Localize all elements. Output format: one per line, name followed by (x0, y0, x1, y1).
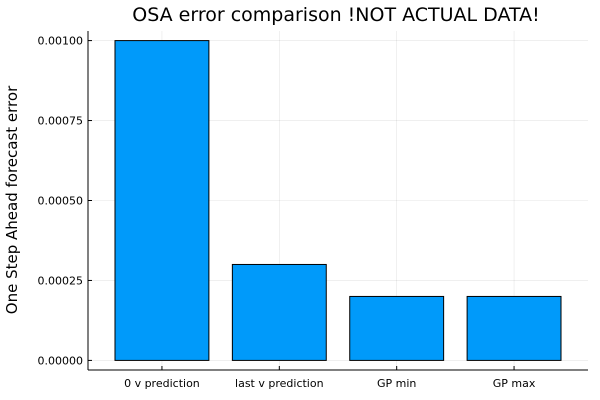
y-tick-label: 0.00075 (38, 115, 84, 128)
y-tick-label: 0.00050 (38, 195, 84, 208)
y-axis-label: One Step Ahead forecast error (3, 85, 21, 314)
y-tick-label: 0.00000 (38, 354, 84, 367)
y-tick-label: 0.00025 (38, 274, 84, 287)
x-tick-label: last v prediction (235, 377, 324, 390)
x-tick-labels: 0 v prediction last v prediction GP min GP … (124, 377, 536, 390)
chart-title: OSA error comparison !NOT ACTUAL DATA! (132, 4, 539, 26)
axes (87, 31, 588, 371)
bars (114, 40, 562, 361)
x-tick-label: GP min (377, 377, 416, 390)
x-tick-label: GP max (493, 377, 536, 390)
y-tick-label: 0.00100 (38, 35, 84, 48)
bar-0-v-prediction (114, 40, 210, 361)
bar-gp-min (349, 295, 445, 361)
bar-gp-max (466, 295, 562, 361)
bar-last-v-prediction (231, 263, 327, 361)
x-tick-label: 0 v prediction (124, 377, 200, 390)
y-tick-labels: 0.00000 0.00025 0.00050 0.00075 0.00100 (38, 35, 84, 368)
